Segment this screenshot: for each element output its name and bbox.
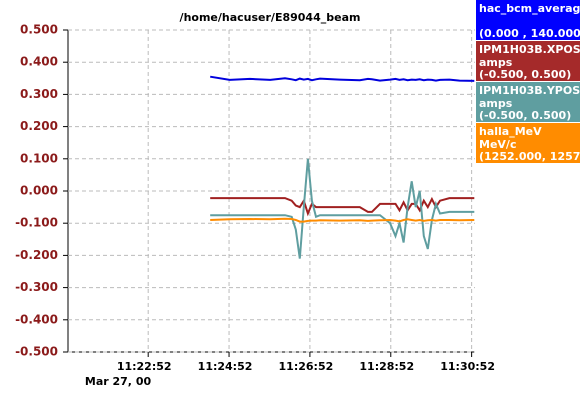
y-tick-label: -0.200 [15,248,58,262]
legend-name: hac_bcm_averag [479,2,580,15]
series-line [210,158,475,259]
y-tick-label: 0.400 [20,55,58,69]
legend-box [476,41,580,81]
legend-range: (-0.500, 0.500) [479,68,571,81]
x-date-label: Mar 27, 00 [85,375,152,388]
x-tick-label: 11:28:52 [359,360,414,373]
legend-name: halla_MeV [479,125,542,138]
legend-box [476,123,580,163]
y-tick-label: -0.300 [15,280,58,294]
y-tick-label: 0.200 [20,119,58,133]
series-line [210,75,475,82]
y-tick-label: 0.100 [20,151,58,165]
y-tick-label: -0.500 [15,345,58,359]
x-tick-label: 11:26:52 [279,360,334,373]
legend-box [476,0,580,40]
x-tick-label: 11:24:52 [198,360,253,373]
y-tick-label: 0.300 [20,87,58,101]
x-tick-label: 11:22:52 [117,360,172,373]
y-tick-label: -0.100 [15,216,58,230]
y-tick-label: 0.000 [20,184,58,198]
legend-range: (-0.500, 0.500) [479,109,571,122]
series-line [210,217,475,223]
series-line [210,196,475,217]
y-tick-label: 0.500 [20,23,58,37]
legend-unit: MeV/c [479,138,516,151]
y-tick-label: -0.400 [15,312,58,326]
legend-name: IPM1H03B.YPOS [479,84,580,97]
legend-range: (0.000 , 140.000) [479,27,580,40]
chart-title: /home/hacuser/E89044_beam [180,11,361,24]
x-tick-label: 11:30:52 [440,360,495,373]
legend-unit: amps [479,97,513,110]
legend-name: IPM1H03B.XPOS [479,43,580,56]
legend-box [476,82,580,122]
legend-range: (1252.000, 1257.000) [479,150,580,163]
legend-unit: amps [479,56,513,69]
